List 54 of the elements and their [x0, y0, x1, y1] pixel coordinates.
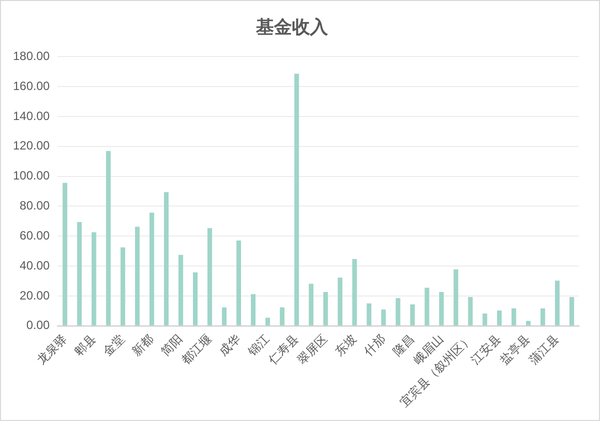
bar	[338, 278, 342, 326]
bar	[265, 318, 270, 326]
x-tick-label: 新都	[129, 332, 156, 358]
bar	[396, 298, 400, 326]
bar	[424, 288, 430, 326]
bar	[62, 182, 68, 326]
bar	[381, 309, 386, 326]
x-tick-label: 成华	[216, 332, 244, 358]
y-tick-label: 0.00	[26, 318, 50, 332]
bar	[569, 297, 574, 326]
chart-title: 基金收入	[255, 16, 329, 37]
bar	[497, 310, 502, 326]
bar	[540, 308, 546, 326]
y-tick-label: 120.00	[13, 138, 50, 153]
x-tick-label: 郫县	[72, 332, 98, 358]
bar	[77, 222, 82, 326]
bar	[92, 232, 96, 326]
bar	[554, 280, 560, 326]
bar	[135, 226, 140, 326]
bar	[308, 284, 314, 326]
bar	[439, 292, 444, 326]
bar	[250, 294, 256, 326]
bar	[366, 303, 372, 326]
bar	[150, 212, 154, 326]
y-tick-label: 20.00	[20, 288, 50, 302]
bar	[454, 269, 458, 326]
y-tick-label: 60.00	[20, 228, 50, 242]
bar	[178, 254, 184, 326]
bar	[526, 320, 531, 326]
bar	[236, 240, 242, 326]
y-tick-label: 80.00	[20, 198, 50, 213]
bar	[468, 297, 473, 326]
bar	[164, 192, 169, 326]
y-tick-label: 140.00	[13, 108, 50, 123]
bar	[512, 308, 516, 326]
bar	[410, 304, 415, 326]
x-tick-label: 东坡	[332, 332, 360, 358]
bar	[323, 292, 328, 326]
y-tick-label: 180.00	[13, 48, 50, 63]
bar	[207, 228, 212, 326]
x-tick-label: 龙泉驿	[34, 332, 70, 367]
y-tick-label: 100.00	[13, 168, 50, 183]
bar	[222, 307, 227, 326]
bar	[120, 247, 126, 326]
bar	[280, 307, 284, 326]
bar	[294, 74, 299, 326]
y-tick-label: 40.00	[20, 258, 50, 272]
bar	[352, 259, 357, 326]
x-tick-label: 什邡	[360, 332, 388, 360]
bar	[192, 272, 198, 326]
y-tick-label: 160.00	[13, 78, 50, 93]
bar	[482, 314, 488, 326]
bar	[106, 151, 111, 326]
x-tick-label: 金堂	[100, 332, 128, 358]
